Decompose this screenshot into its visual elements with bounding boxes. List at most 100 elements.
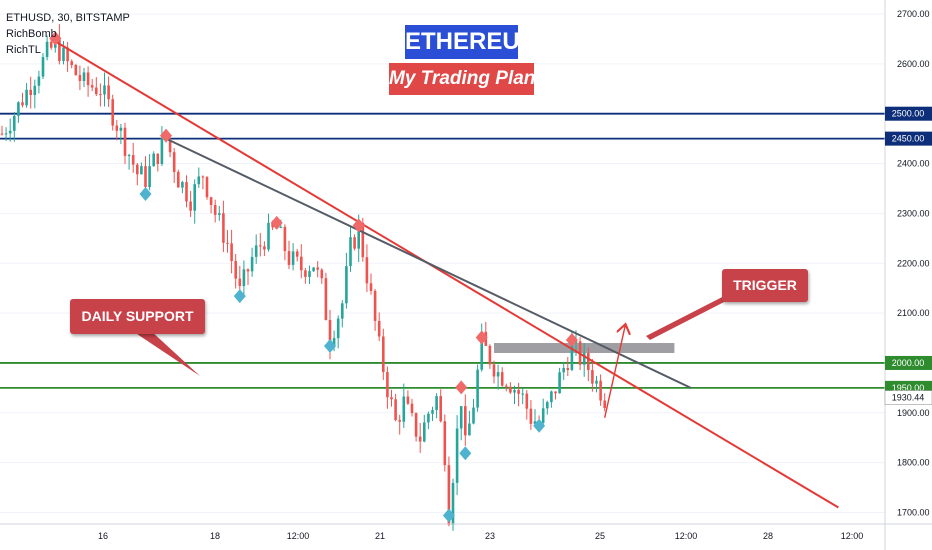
candle-body	[386, 372, 389, 398]
level-tag-label: 2000.00	[892, 358, 925, 368]
candle-body	[533, 421, 537, 424]
candle-body	[554, 391, 557, 394]
symbol-label: ETHUSD, 30, BITSTAMP	[6, 12, 130, 24]
candle-body	[230, 243, 233, 261]
candle-body	[402, 396, 406, 422]
candle-body	[295, 251, 299, 257]
pivot-high-marker	[352, 218, 365, 233]
trigger-pointer	[646, 292, 732, 340]
candle-body	[308, 271, 311, 277]
price-tick-label: 1800.00	[897, 458, 930, 468]
candle-body	[17, 102, 20, 116]
pivot-low-marker	[442, 508, 455, 523]
time-tick-label: 21	[375, 531, 385, 541]
candle-body	[115, 125, 119, 131]
candle-body	[45, 41, 49, 58]
candle-body	[181, 182, 184, 188]
price-tick-label: 1900.00	[897, 408, 930, 418]
candle-body	[361, 222, 365, 258]
candle-body	[21, 102, 24, 106]
candle-body	[62, 47, 65, 62]
candle-body	[222, 213, 225, 243]
candle-body	[99, 94, 102, 96]
candle-body	[443, 421, 447, 466]
pivot-low-marker	[233, 289, 246, 304]
candle-body	[254, 245, 258, 257]
candle-body	[390, 397, 393, 400]
candle-body	[447, 465, 451, 525]
support-pointer	[128, 328, 200, 376]
candle-body	[566, 368, 570, 371]
candle-body	[418, 436, 422, 442]
price-tick-label: 2700.00	[897, 9, 930, 19]
candlesticks	[0, 24, 606, 531]
candle-body	[29, 89, 32, 96]
indicator-richtl[interactable]: RichTL	[6, 44, 41, 56]
candle-body	[480, 331, 483, 370]
candle-body	[95, 87, 98, 95]
candle-body	[263, 246, 266, 250]
candle-body	[513, 390, 516, 393]
candle-body	[267, 222, 270, 250]
candle-body	[148, 166, 151, 188]
pivot-low-marker	[324, 339, 336, 354]
candle-body	[500, 372, 504, 386]
candle-body	[591, 370, 594, 384]
candle-body	[218, 213, 221, 215]
candle-body	[488, 345, 492, 365]
indicator-richbomb[interactable]: RichBomb	[6, 28, 57, 40]
candle-body	[496, 372, 500, 377]
candle-body	[373, 290, 377, 321]
candle-body	[111, 99, 114, 126]
candle-body	[320, 269, 324, 279]
time-tick-label: 18	[210, 531, 220, 541]
level-tag-2500	[885, 106, 932, 121]
candle-body	[451, 482, 455, 525]
candle-body	[455, 428, 459, 483]
candle-body	[529, 408, 533, 424]
candle-body	[414, 413, 418, 437]
candle-body	[74, 65, 78, 76]
time-tick-label: 12:00	[287, 531, 310, 541]
projection-arrows	[128, 292, 732, 418]
price-tick-label: 2600.00	[897, 59, 930, 69]
candle-body	[172, 152, 176, 172]
candle-body	[119, 127, 123, 131]
candle-body	[316, 267, 319, 270]
candle-body	[193, 184, 196, 211]
candle-body	[521, 393, 524, 395]
candle-body	[197, 176, 201, 185]
candle-body	[603, 400, 606, 409]
pivot-high-marker	[160, 128, 172, 143]
time-tick-label: 12:00	[841, 531, 864, 541]
candle-body	[525, 393, 529, 409]
candle-body	[242, 269, 246, 286]
pivot-high-marker	[565, 333, 578, 348]
price-axis[interactable]: 2700.00 2600.00 2500.00 2400.00 2300.00 2200.…	[884, 9, 932, 518]
pivot-markers	[49, 31, 578, 523]
candle-body	[459, 406, 463, 429]
candle-body	[427, 413, 430, 423]
candle-body	[435, 396, 438, 411]
candle-body	[410, 403, 414, 414]
last-price-label: 1930.44	[892, 393, 925, 403]
candle-body	[123, 127, 127, 156]
candle-body	[0, 133, 4, 135]
candle-body	[213, 204, 217, 215]
pivot-low-marker	[139, 186, 152, 201]
candle-body	[189, 201, 192, 211]
candle-body	[90, 85, 94, 88]
candle-body	[336, 318, 340, 339]
candle-body	[546, 402, 549, 409]
candle-body	[234, 260, 237, 279]
price-tick-label: 2300.00	[897, 208, 930, 218]
candle-body	[144, 166, 147, 188]
subtitle-banner: My Trading Plan	[389, 63, 535, 95]
candle-body	[49, 41, 53, 48]
pivot-high-marker	[270, 215, 283, 230]
candle-body	[599, 380, 602, 401]
time-axis[interactable]: 16 18 12:00 21 23 25 12:00 28 12:00	[98, 531, 863, 541]
candle-body	[509, 386, 512, 393]
candle-body	[33, 85, 37, 96]
candle-body	[468, 423, 471, 436]
